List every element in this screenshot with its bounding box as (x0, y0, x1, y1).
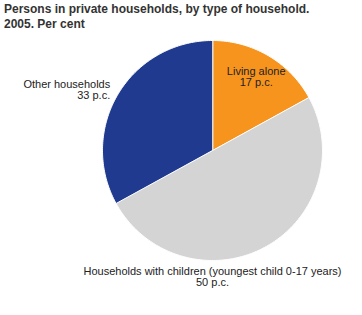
svg-text:Households with children (youn: Households with children (youngest child… (83, 265, 341, 288)
html-text:2005. Per cent: 2005. Per cent (4, 17, 85, 31)
svg-text:Other households33 p.c.: Other households33 p.c. (23, 78, 110, 101)
svg-text:Living alone17 p.c.: Living alone17 p.c. (227, 65, 286, 88)
html-text:Persons in private households,: Persons in private households, by type o… (4, 2, 310, 16)
